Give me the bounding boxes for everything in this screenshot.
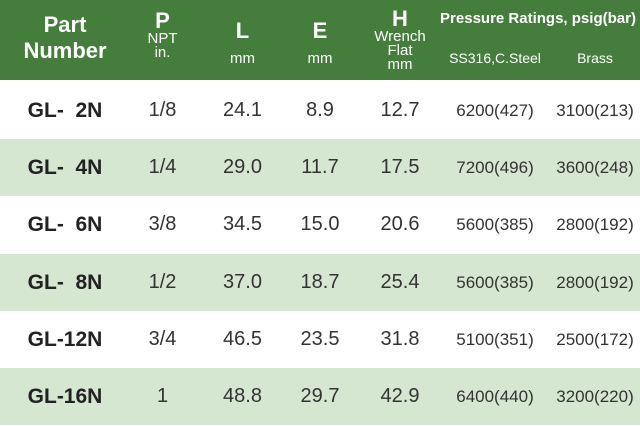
cell-brass: 2500(172) [556,329,634,349]
header-e-unit: mm [307,50,333,67]
table-row: GL- 2N 1/8 24.1 8.9 12.7 6200(427) 3100(213) [0,82,640,139]
header-e-letter: E [312,18,328,43]
table-row: GL- 4N 1/4 29.0 11.7 17.5 7200(496) 3600(248) [0,139,640,197]
cell-e: 29.7 [300,385,340,407]
cell-part: GL-12N [27,327,103,351]
cell-ss: 6200(427) [456,101,534,120]
cell-h: 31.8 [380,327,420,350]
header-l-letter: L [235,18,250,43]
cell-l: 37.0 [223,270,262,293]
cell-ss: 5600(385) [456,272,534,292]
header-pressure-title: Pressure Ratings, psig(bar) [440,10,636,27]
cell-h: 17.5 [380,156,420,179]
table-row: GL-12N 3/4 46.5 23.5 31.8 5100(351) 2500(172) [0,311,640,368]
table-header: Part Number P NPT in. L mm E mm H Wrench… [0,0,640,80]
cell-h: 20.6 [380,213,420,236]
cell-l: 46.5 [223,327,262,350]
cell-p: 1 [156,385,169,407]
header-h: H Wrench Flat mm [360,6,440,73]
header-h-sub1: Wrench [374,28,426,45]
header-p-unit2: in. [154,44,171,61]
header-number: Number [23,38,107,63]
table-row: GL-16N 1 48.8 29.7 42.9 6400(440) 3200(220) [0,368,640,425]
cell-ss: 5600(385) [456,215,534,235]
cell-h: 25.4 [380,270,420,293]
cell-brass: 2800(192) [556,215,634,235]
cell-l: 34.5 [223,213,262,236]
cell-e: 23.5 [300,327,340,350]
header-h-sub3: mm [387,56,413,73]
cell-e: 15.0 [300,213,340,236]
cell-brass: 3100(213) [556,101,634,120]
cell-part: GL- 2N [27,99,103,122]
header-e: E mm [280,18,360,67]
header-l: L mm [195,18,290,67]
header-part-number: Part Number [0,14,130,62]
cell-brass: 3600(248) [556,158,634,178]
cell-h: 12.7 [380,99,420,121]
header-p-unit1: NPT [147,30,178,47]
cell-p: 3/4 [148,327,177,350]
cell-part: GL- 4N [27,156,103,180]
header-p-letter: P [155,8,170,33]
cell-p: 1/8 [148,99,177,121]
cell-part: GL- 6N [27,213,103,237]
cell-e: 11.7 [301,156,339,179]
header-l-unit: mm [230,50,255,67]
cell-part: GL- 8N [27,270,103,294]
cell-ss: 6400(440) [456,387,534,406]
cell-p: 1/2 [148,270,177,293]
cell-part: GL-16N [27,385,103,408]
cell-l: 24.1 [223,99,262,121]
cell-p: 1/4 [148,156,177,179]
cell-l: 29.0 [223,156,262,179]
table-row: GL- 6N 3/8 34.5 15.0 20.6 5600(385) 2800(192) [0,196,640,253]
cell-p: 3/8 [148,213,177,236]
cell-h: 42.9 [380,385,420,407]
cell-e: 18.7 [300,270,340,293]
header-p: P NPT in. [130,8,195,61]
header-part: Part [43,12,87,37]
cell-e: 8.9 [306,99,334,121]
cell-ss: 7200(496) [456,158,534,178]
header-pressure-brass: Brass [577,50,613,66]
cell-l: 48.8 [223,385,262,407]
cell-brass: 3200(220) [556,387,634,406]
header-h-sub2: Flat [387,42,413,59]
table-row: GL- 8N 1/2 37.0 18.7 25.4 5600(385) 2800(192) [0,253,640,311]
cell-ss: 5100(351) [456,329,534,349]
header-h-letter: H [392,6,408,31]
header-pressure-ss: SS316,C.Steel [449,50,541,66]
cell-brass: 2800(192) [556,272,634,292]
